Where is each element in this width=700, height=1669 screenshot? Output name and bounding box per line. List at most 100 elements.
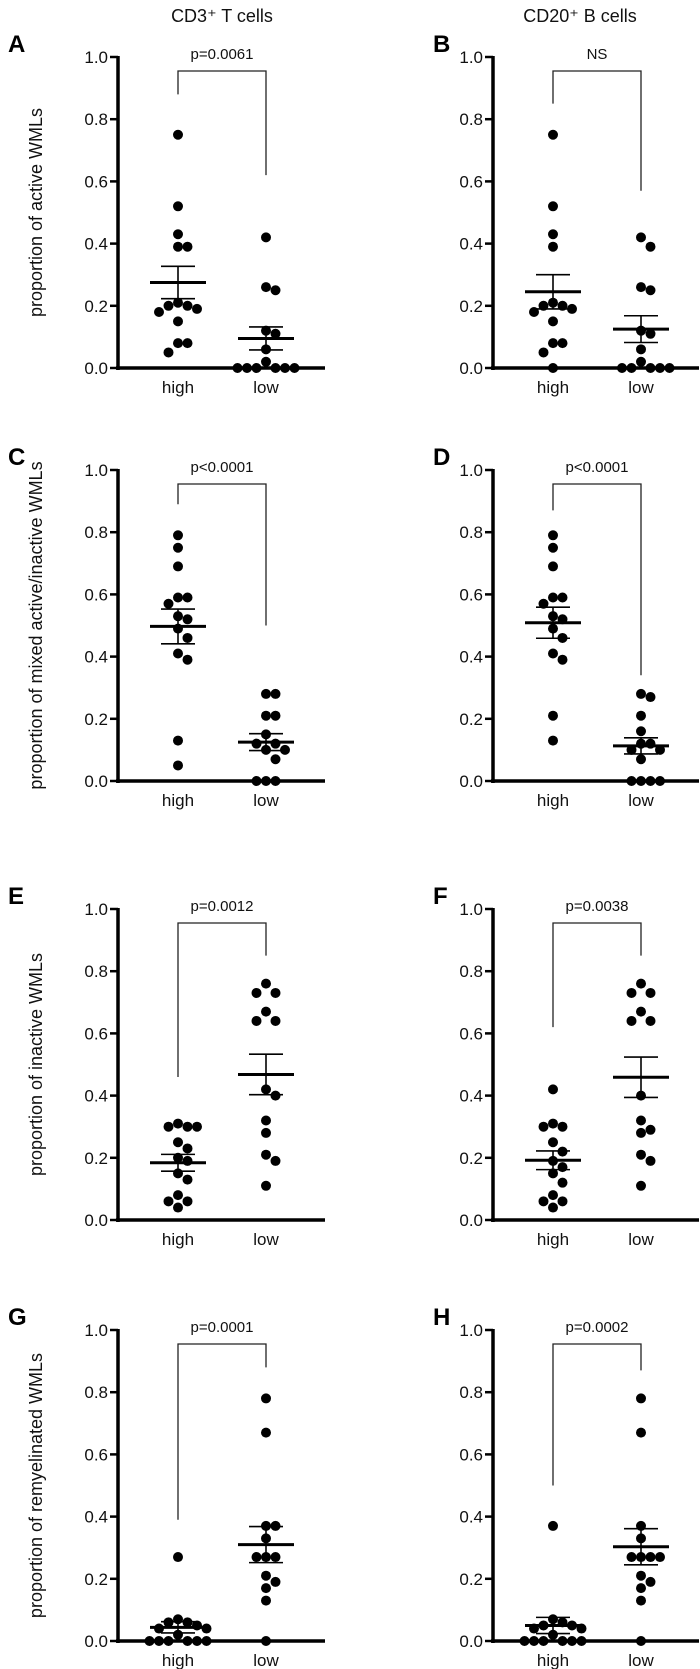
y-tick-label: 0.2 [84,297,108,316]
data-point-low [261,1115,271,1126]
data-point-high [192,1121,202,1132]
data-point-high [173,129,183,140]
significance-bracket [177,483,267,626]
data-point-low [270,1552,281,1563]
data-point-high [173,1137,183,1148]
data-point-low [636,754,646,765]
y-tick-label: 0.6 [459,585,483,604]
x-tick-label: high [162,1651,194,1669]
data-point-high [154,307,164,318]
data-point-high [529,1636,539,1646]
data-point-low [261,1006,271,1017]
data-point-low [251,1015,262,1026]
data-point-low [280,363,290,373]
data-point-high [173,592,183,603]
data-point-high [548,592,558,603]
data-point-high [548,735,558,746]
data-point-high [144,1636,155,1646]
p-value-label: p=0.0038 [566,898,629,915]
data-point-high [557,338,568,349]
data-point-high [192,1636,202,1646]
data-point-low [261,688,271,699]
y-tick-label: 0.6 [459,1024,483,1043]
y-tick-label: 0.8 [459,110,483,129]
data-point-low [636,1570,646,1581]
panel-g: G 0.0 0.2 0.4 0.6 0.8 1.0 proportion of remyeli… [8,1304,325,1669]
y-tick-label: 0.6 [84,172,108,191]
y-tick-label: 0.2 [459,1149,483,1168]
data-point-low [636,726,646,737]
data-point-low [626,776,637,786]
data-point-high [548,561,558,572]
x-tick-label: high [537,1230,569,1249]
data-point-high [548,1629,558,1640]
data-point-low [645,328,656,339]
data-point-high [557,654,568,665]
data-point-low [251,738,262,749]
panel-e: E 0.0 0.2 0.4 0.6 0.8 1.0 proportion of inactiv… [8,883,325,1249]
y-tick-label: 0.8 [459,1383,483,1402]
y-tick-label: 0.2 [84,710,108,729]
y-tick-label: 1.0 [459,48,483,67]
x-tick-label: low [628,791,654,810]
data-point-high [548,1190,558,1201]
data-point-low [636,1595,646,1606]
y-tick-label: 0.4 [84,1087,108,1106]
data-point-low [655,363,665,373]
data-point-high [173,1118,183,1129]
y-tick-label: 0.0 [84,1211,108,1230]
data-point-low [636,1427,646,1438]
data-point-high [548,338,558,349]
data-point-high [182,654,193,665]
y-tick-label: 0.4 [459,648,483,667]
data-point-high [548,229,558,240]
data-point-high [173,241,183,252]
x-tick-label: low [253,1230,279,1249]
column-title-t-cells: CD3⁺ T cells [171,6,273,26]
panel-letter: H [433,1304,450,1331]
data-point-high [538,347,549,358]
data-point-low [261,1427,271,1438]
data-point-high [163,1636,174,1646]
data-point-high [557,1196,568,1207]
y-tick-label: 0.8 [459,523,483,542]
data-point-high [548,241,558,252]
data-point-low [636,1149,646,1160]
data-point-high [548,1202,558,1213]
data-point-low [655,744,665,755]
data-point-low [636,1115,646,1126]
data-point-low [617,363,627,373]
data-point-high [173,760,183,771]
p-value-label: p=0.0012 [191,898,254,915]
panel-letter: C [8,444,25,471]
data-point-high [548,648,558,659]
x-tick-label: low [628,1230,654,1249]
data-point-high [548,316,558,327]
y-tick-label: 0.8 [84,110,108,129]
data-point-high [173,297,183,308]
panel-letter: G [8,1304,27,1331]
x-tick-label: low [628,378,654,397]
data-point-high [538,1636,549,1646]
p-value-label: p<0.0001 [191,459,254,476]
data-point-low [636,1393,646,1404]
panel-letter: F [433,883,448,910]
significance-bracket [177,70,267,176]
data-point-low [645,241,656,252]
data-point-high [182,614,193,625]
data-point-high [548,1168,558,1179]
y-tick-label: 0.6 [459,172,483,191]
column-title-b-cells: CD20⁺ B cells [523,6,637,26]
y-tick-label: 0.8 [84,1383,108,1402]
y-tick-label: 0.2 [459,710,483,729]
y-axis-label: proportion of active WMLs [26,108,46,317]
p-value-label: p=0.0002 [566,1319,629,1336]
significance-bracket [177,1343,267,1520]
y-tick-label: 0.6 [84,1024,108,1043]
data-point-low [645,776,656,786]
data-point-low [270,987,281,998]
data-point-low [645,987,656,998]
panel-b: B 0.0 0.2 0.4 0.6 0.8 1.0 high low NS [433,31,699,397]
data-point-high [548,201,558,212]
data-point-high [173,561,183,572]
